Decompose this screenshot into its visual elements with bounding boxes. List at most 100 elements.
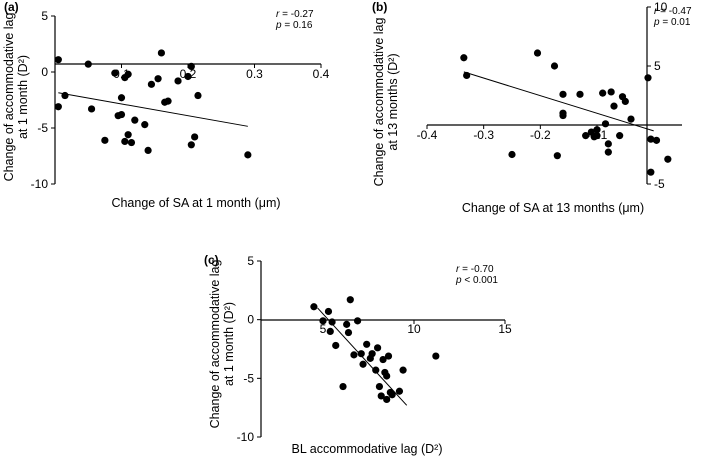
data-point — [187, 62, 195, 70]
y-tick-label: 5 — [41, 9, 48, 23]
data-point — [363, 340, 371, 348]
data-point — [372, 366, 380, 374]
p-value-annotation: p < 0.001 — [455, 275, 498, 286]
data-point — [174, 77, 182, 85]
data-point — [610, 102, 618, 110]
r-value-annotation: r = -0.70 — [456, 264, 494, 275]
data-point — [664, 155, 672, 163]
data-point — [326, 327, 334, 335]
data-point — [244, 151, 252, 159]
data-point — [124, 131, 132, 139]
r-value: = -0.27 — [279, 9, 314, 20]
x-tick-label: -0.3 — [473, 128, 494, 142]
y-axis-label-line: at 1 month (D²) — [16, 55, 30, 139]
data-point — [131, 116, 139, 124]
data-point — [191, 133, 199, 141]
data-point — [343, 320, 351, 328]
y-tick-label: 5 — [654, 59, 661, 73]
data-point — [647, 135, 655, 143]
data-point — [460, 54, 468, 62]
y-axis-label-line: Change of accommodative lag — [208, 260, 222, 429]
data-point — [154, 75, 162, 83]
p-symbol: p — [275, 20, 282, 31]
x-tick-label: -0.2 — [530, 128, 551, 142]
data-point — [127, 138, 136, 147]
panel-label: (c) — [204, 253, 219, 267]
data-point — [54, 56, 62, 64]
y-axis-label-line: at 1 month (D²) — [222, 302, 236, 386]
y-tick-label: 0 — [247, 313, 254, 327]
data-point — [601, 120, 610, 128]
data-point — [111, 69, 119, 77]
data-point — [147, 80, 156, 88]
p-value: = 0.01 — [660, 17, 691, 28]
regression-line — [463, 71, 654, 132]
y-tick-label: -10 — [237, 430, 255, 444]
x-axis-label: Change of SA at 1 month (μm) — [111, 196, 280, 210]
r-symbol: r — [456, 264, 460, 275]
data-point — [604, 140, 612, 148]
y-axis-label: Change of accommodative lagat 1 month (D… — [208, 260, 236, 429]
data-point — [604, 148, 612, 156]
data-point — [310, 303, 318, 311]
data-point — [101, 136, 109, 144]
data-point — [607, 88, 615, 96]
r-value: = -0.70 — [459, 264, 494, 275]
data-point — [399, 366, 407, 374]
data-point — [357, 350, 365, 358]
data-point — [368, 350, 376, 358]
p-value: < 0.001 — [462, 275, 499, 286]
data-point — [375, 382, 384, 391]
x-tick-label: 0.3 — [246, 67, 263, 81]
data-point — [121, 137, 129, 146]
y-axis-label-line: Change of accommodative lag — [2, 13, 16, 182]
data-point — [141, 121, 149, 129]
data-point — [621, 97, 629, 105]
data-point — [87, 105, 96, 113]
y-tick-label: -10 — [31, 177, 49, 191]
p-value-annotation: p = 0.16 — [275, 20, 313, 31]
chart-panel-c: (c) 5 10 15 5 0 -5 -10 r = -0.70p < 0.001 BL acco… — [204, 253, 512, 456]
data-point — [324, 307, 333, 316]
data-point — [144, 146, 152, 154]
x-tick-label: 15 — [498, 322, 512, 336]
data-point — [616, 132, 624, 140]
r-symbol: r — [276, 9, 280, 20]
x-axis-label: Change of SA at 13 months (μm) — [462, 201, 644, 215]
data-point — [395, 387, 404, 395]
regression-line — [317, 307, 408, 406]
r-value: = -0.47 — [657, 6, 692, 17]
y-tick-label: -5 — [243, 371, 254, 385]
data-point — [319, 317, 327, 325]
data-point — [350, 351, 358, 359]
y-tick-label: 10 — [654, 0, 668, 14]
data-point — [559, 90, 567, 98]
data-point — [593, 126, 601, 134]
p-value-annotation: p = 0.01 — [653, 17, 691, 28]
data-point — [383, 372, 391, 380]
data-point — [346, 296, 354, 304]
r-value-annotation: r = -0.47 — [654, 6, 692, 17]
data-point — [593, 132, 601, 140]
data-point — [432, 352, 440, 360]
data-point — [359, 360, 367, 368]
y-axis-label: Change of accommodative lagat 1 month (D… — [2, 13, 30, 182]
data-point — [576, 90, 584, 98]
data-point — [582, 132, 590, 140]
data-point — [644, 74, 652, 82]
panel-label: (b) — [372, 0, 387, 14]
data-point — [559, 109, 567, 117]
y-axis-label-line: Change of accommodative lag — [372, 18, 386, 187]
data-point — [184, 72, 192, 81]
data-point — [194, 91, 202, 100]
data-point — [117, 110, 126, 119]
data-point — [353, 317, 362, 325]
y-tick-label: 5 — [247, 254, 254, 268]
r-symbol: r — [654, 6, 658, 17]
data-point — [54, 103, 62, 111]
data-point — [187, 141, 195, 149]
regression-line — [58, 92, 248, 127]
data-point — [328, 318, 336, 326]
y-tick-label: -5 — [654, 177, 665, 191]
